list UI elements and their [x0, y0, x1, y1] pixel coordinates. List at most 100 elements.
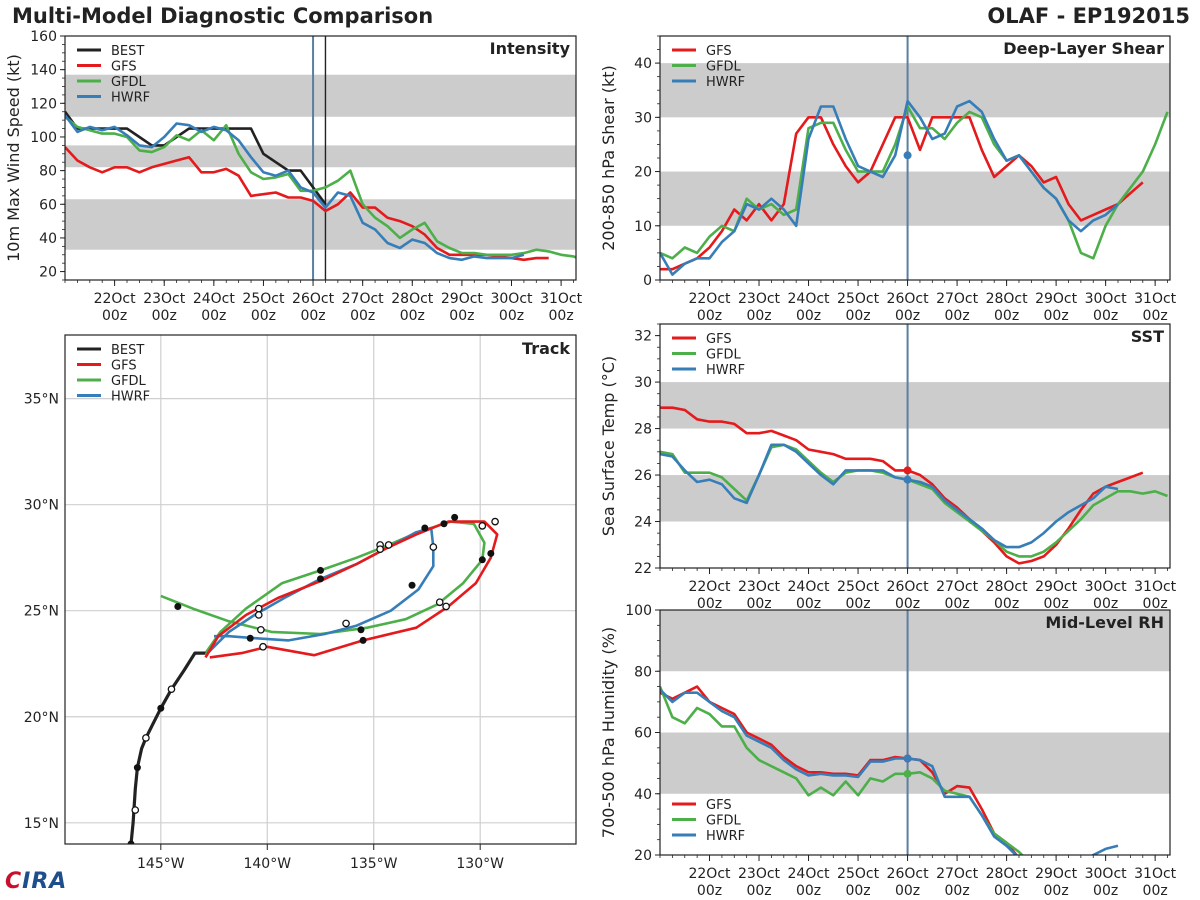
- track-marker-filled: [317, 566, 324, 574]
- legend-label-best: BEST: [111, 343, 144, 358]
- track-marker-filled: [174, 602, 182, 610]
- cira-logo-c: C: [5, 869, 23, 894]
- x-tick-label: 29Oct: [1035, 866, 1078, 882]
- x-tick-label: 31Oct: [1134, 579, 1177, 595]
- x-tick-label: 145°W: [137, 856, 185, 872]
- x-tick-label: 28Oct: [986, 866, 1029, 882]
- track-marker-filled: [440, 520, 448, 528]
- y-tick-label: 35°N: [24, 392, 59, 408]
- track-marker-hollow: [376, 545, 384, 554]
- series-line-gfs: [660, 685, 1019, 855]
- x-tick-sublabel: 00z: [697, 596, 722, 612]
- init-point-hwrf: [903, 151, 912, 160]
- x-tick-sublabel: 00z: [697, 883, 722, 899]
- panel-track: 145°W 140°W 135°W 130°W 15°N 20°N 25°N 30°N 35°N…: [24, 334, 577, 872]
- y-tick-label: 40: [39, 231, 57, 247]
- plot-frame: [659, 323, 1171, 569]
- y-tick-label: 20: [634, 848, 652, 864]
- x-tick-sublabel: 00z: [994, 883, 1019, 899]
- cira-logo-text: IRA: [22, 869, 68, 894]
- plot-frame: [64, 334, 577, 845]
- legend-label-hwrf: HWRF: [706, 829, 745, 844]
- x-tick-sublabel: 00z: [796, 596, 821, 612]
- y-tick-label: 100: [30, 130, 57, 146]
- x-tick-sublabel: 00z: [796, 308, 821, 324]
- x-tick-sublabel: 00z: [697, 308, 722, 324]
- y-tick-label: 26: [634, 468, 652, 484]
- y-tick-label: 140: [30, 63, 57, 79]
- y-tick-label: 100: [625, 603, 652, 619]
- x-tick-label: 25Oct: [837, 866, 880, 882]
- panel-title: Mid-Level RH: [1045, 613, 1164, 632]
- y-axis-label: 10m Max Wind Speed (kt): [4, 54, 23, 262]
- y-tick-label: 60: [39, 197, 57, 213]
- x-tick-sublabel: 00z: [1143, 883, 1168, 899]
- x-tick-label: 24Oct: [788, 291, 831, 307]
- y-tick-label: 120: [30, 96, 57, 112]
- storm-id-title: OLAF - EP192015: [987, 4, 1190, 28]
- x-tick-sublabel: 00z: [895, 596, 920, 612]
- y-tick-label: 20: [634, 165, 652, 181]
- y-tick-label: 28: [634, 422, 652, 438]
- panel-rh: 2040608010022Oct00z23Oct00z24Oct00z25Oct…: [599, 603, 1177, 899]
- x-tick-label: 23Oct: [738, 866, 781, 882]
- x-tick-sublabel: 00z: [549, 308, 574, 324]
- plot-frame: [659, 609, 1171, 856]
- y-tick-label: 15°N: [24, 816, 59, 832]
- x-tick-sublabel: 00z: [400, 308, 425, 324]
- x-tick-sublabel: 00z: [845, 596, 870, 612]
- x-tick-label: 26Oct: [887, 291, 930, 307]
- shaded-band-3: [65, 74, 576, 117]
- series-line-hwrf: [660, 688, 1119, 855]
- x-tick-sublabel: 00z: [251, 308, 276, 324]
- shaded-band-2: [660, 610, 1170, 672]
- track-marker-hollow: [131, 806, 140, 814]
- track-marker-hollow: [254, 604, 263, 613]
- y-tick-label: 160: [30, 29, 57, 45]
- track-marker-filled: [487, 549, 495, 557]
- legend-label-hwrf: HWRF: [111, 390, 150, 405]
- x-tick-sublabel: 00z: [1044, 308, 1069, 324]
- legend-label-gfs: GFS: [706, 332, 732, 347]
- x-tick-sublabel: 00z: [895, 883, 920, 899]
- y-tick-label: 30: [634, 375, 652, 391]
- plot-frame: [659, 35, 1171, 281]
- legend-label-hwrf: HWRF: [706, 75, 745, 90]
- series-group: [660, 99, 1169, 276]
- x-tick-sublabel: 00z: [499, 308, 524, 324]
- x-tick-sublabel: 00z: [201, 308, 226, 324]
- x-tick-sublabel: 00z: [102, 308, 127, 324]
- x-tick-label: 24Oct: [788, 579, 831, 595]
- x-tick-label: 26Oct: [887, 866, 930, 882]
- x-tick-sublabel: 00z: [994, 596, 1019, 612]
- track-marker-filled: [478, 556, 486, 564]
- x-tick-label: 24Oct: [193, 291, 236, 307]
- panel-intensity: 2040608010012014016022Oct00z23Oct00z24Oc…: [4, 29, 583, 324]
- x-tick-label: 27Oct: [342, 291, 385, 307]
- x-tick-sublabel: 00z: [945, 596, 970, 612]
- y-axis-label: Sea Surface Temp (°C): [599, 356, 618, 536]
- series-line-hwrf: [660, 443, 1119, 549]
- track-marker-hollow: [384, 541, 393, 549]
- y-tick-label: 60: [634, 726, 652, 742]
- x-tick-sublabel: 00z: [746, 596, 771, 612]
- x-tick-label: 30Oct: [1085, 291, 1128, 307]
- x-tick-label: 28Oct: [391, 291, 434, 307]
- x-tick-label: 22Oct: [688, 579, 731, 595]
- x-tick-sublabel: 00z: [1093, 308, 1118, 324]
- x-tick-sublabel: 00z: [945, 308, 970, 324]
- init-point-gfs: [903, 466, 912, 475]
- y-tick-label: 0: [643, 273, 652, 289]
- x-tick-label: 25Oct: [242, 291, 285, 307]
- track-marker-filled: [421, 524, 429, 532]
- track-marker-hollow: [254, 611, 263, 619]
- legend-label-hwrf: HWRF: [706, 363, 745, 378]
- x-tick-sublabel: 00z: [1044, 883, 1069, 899]
- series-line-gfdl: [660, 105, 1169, 260]
- x-tick-sublabel: 00z: [994, 308, 1019, 324]
- x-tick-label: 23Oct: [143, 291, 186, 307]
- track-line-gfdl: [160, 520, 486, 654]
- y-axis-label: 200-850 hPa Shear (kt): [599, 65, 618, 251]
- x-tick-label: 29Oct: [1035, 579, 1078, 595]
